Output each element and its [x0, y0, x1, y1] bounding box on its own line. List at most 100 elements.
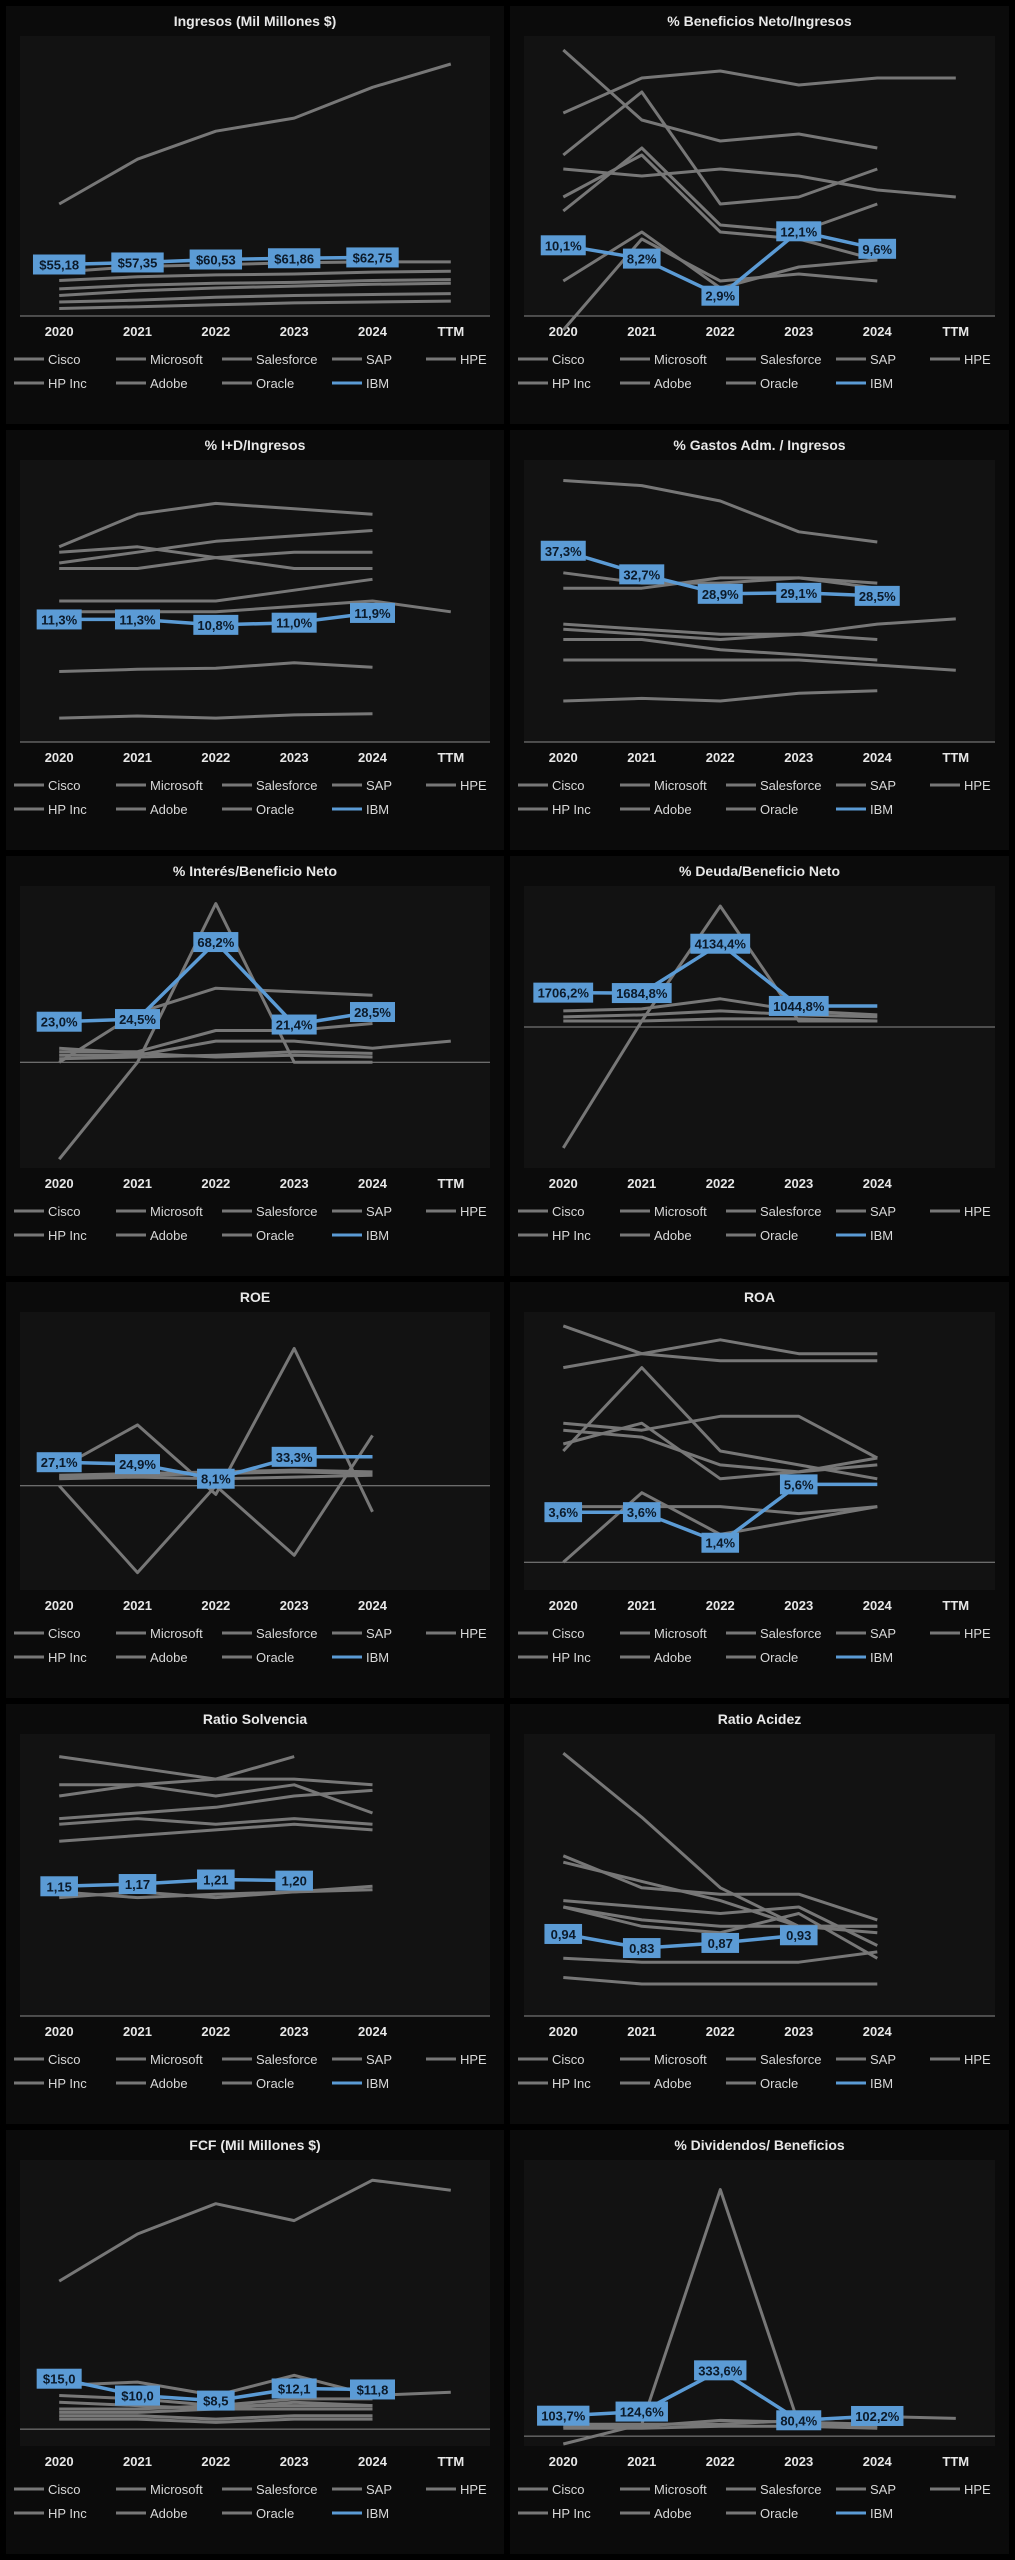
ibm-data-label: 1706,2% — [538, 986, 590, 1001]
legend-entry: HPE — [964, 2052, 991, 2067]
series-line-competitor — [58, 986, 373, 1064]
chart-svg: % Deuda/Beneficio Neto 2020 2021 2022 2023 20… — [518, 863, 995, 1243]
x-tick-label: 2021 — [627, 1176, 656, 1191]
ibm-data-label: 9,6% — [862, 242, 892, 257]
ibm-data-label: 24,9% — [119, 1457, 156, 1472]
series-line-competitor — [59, 1788, 373, 1821]
ibm-data-label: 11,0% — [276, 616, 313, 631]
ibm-data-label: 4134,4% — [695, 937, 747, 952]
ibm-data-label-box — [36, 2368, 82, 2389]
chart-panel: % I+D/Ingresos 2020 2021 2022 2023 2024 TTM 11,… — [6, 430, 504, 850]
ibm-data-label: 1684,8% — [616, 986, 668, 1001]
series-line-ibm — [59, 1877, 295, 1889]
x-tick-label: 2020 — [549, 1176, 578, 1191]
chart-panel: Ratio Solvencia 2020 2021 2022 2023 2024 1,15 1… — [6, 1704, 504, 2124]
legend-entry: Salesforce — [760, 352, 821, 367]
x-tick-label: 2021 — [123, 750, 152, 765]
legend-entry: Microsoft — [150, 1204, 203, 1219]
chart-panel: % Gastos Adm. / Ingresos 2020 2021 2022 2023… — [510, 430, 1009, 850]
legend-entry: Adobe — [654, 802, 692, 817]
legend-entry: Cisco — [552, 2482, 585, 2497]
x-tick-label: TTM — [437, 324, 464, 339]
ibm-data-label-box — [193, 614, 239, 635]
series-line-ibm — [562, 1932, 799, 1950]
series-line-competitor — [59, 1046, 373, 1059]
x-tick-label: 2022 — [706, 2454, 735, 2469]
series-line-competitor — [59, 1050, 373, 1061]
ibm-data-label: 1,4% — [705, 1536, 735, 1551]
ibm-data-label: 27,1% — [41, 1455, 78, 1470]
x-tick-label: 2020 — [45, 750, 74, 765]
ibm-data-label: 102,2% — [855, 2409, 900, 2424]
chart-svg: Ratio Acidez 2020 2021 2022 2023 2024 0,94 0,83… — [518, 1711, 995, 2091]
ibm-data-label: $15,0 — [43, 2372, 76, 2387]
ibm-data-label: 80,4% — [780, 2413, 817, 2428]
legend-entry: Microsoft — [150, 2052, 203, 2067]
series-line-competitor — [562, 237, 878, 331]
series-line-competitor — [59, 2414, 373, 2421]
x-tick-label: 2023 — [784, 324, 813, 339]
x-tick-label: 2022 — [201, 1176, 230, 1191]
ibm-data-label-box — [694, 2360, 747, 2381]
ibm-data-label: 68,2% — [197, 935, 234, 950]
x-tick-label: 2023 — [280, 324, 309, 339]
x-tick-label: 2024 — [863, 1176, 893, 1191]
ibm-data-label-box — [776, 2410, 822, 2431]
legend-entry: IBM — [366, 2076, 389, 2091]
legend-entry: HP Inc — [552, 1650, 591, 1665]
legend-entry: Adobe — [654, 1650, 692, 1665]
series-line-competitor — [58, 529, 373, 565]
legend-entry: Microsoft — [150, 2482, 203, 2497]
ibm-data-label-box — [779, 1474, 818, 1495]
x-tick-label: 2022 — [201, 324, 230, 339]
x-tick-label: TTM — [942, 2454, 969, 2469]
legend-entry: Adobe — [150, 802, 188, 817]
legend-entry: Salesforce — [256, 778, 317, 793]
ibm-data-label: 11,3% — [119, 612, 156, 627]
series-line-competitor — [562, 69, 956, 115]
legend-entry: IBM — [366, 2506, 389, 2521]
legend-entry: HP Inc — [552, 2506, 591, 2521]
x-tick-label: 2020 — [45, 324, 74, 339]
x-tick-label: 2023 — [784, 2024, 813, 2039]
ibm-data-label: 32,7% — [623, 567, 660, 582]
x-tick-label: 2024 — [863, 1598, 893, 1613]
ibm-data-label-box — [197, 1869, 235, 1890]
legend-entry: IBM — [870, 1650, 893, 1665]
series-line-competitor — [58, 62, 452, 206]
ibm-data-label-box — [36, 609, 82, 630]
chart-svg: % Gastos Adm. / Ingresos 2020 2021 2022 2023… — [518, 437, 995, 817]
ibm-data-label: 8,1% — [201, 1472, 231, 1487]
ibm-data-label: 24,5% — [119, 1012, 156, 1027]
x-tick-label: 2020 — [549, 2454, 578, 2469]
ibm-data-label-box — [350, 602, 395, 623]
ibm-data-label: 28,5% — [859, 589, 896, 604]
legend-entry: Salesforce — [760, 2052, 821, 2067]
legend-entry: Microsoft — [150, 778, 203, 793]
x-tick-label: TTM — [942, 324, 969, 339]
ibm-data-label-box — [271, 612, 317, 633]
series-line-competitor — [562, 2188, 878, 2446]
ibm-data-label: 10,8% — [197, 618, 234, 633]
x-tick-label: 2024 — [358, 1598, 388, 1613]
x-tick-label: 2021 — [123, 1176, 152, 1191]
legend-entry: HP Inc — [552, 2076, 591, 2091]
chart-title: ROE — [240, 1289, 270, 1305]
ibm-data-label: 2,9% — [705, 289, 735, 304]
ibm-data-label: $60,53 — [196, 253, 236, 268]
ibm-data-label: 37,3% — [545, 544, 582, 559]
ibm-data-label-box — [346, 247, 399, 268]
ibm-data-label-box — [540, 235, 586, 256]
legend-entry: IBM — [870, 1228, 893, 1243]
chart-title: % Beneficios Neto/Ingresos — [667, 13, 852, 29]
series-line-competitor — [59, 1817, 373, 1826]
ibm-data-label: $57,35 — [118, 255, 158, 270]
legend-entry: HPE — [964, 778, 991, 793]
ibm-data-label: 1,20 — [282, 1874, 307, 1889]
chart-svg: % Interés/Beneficio Neto 2020 2021 2022 2023… — [14, 863, 490, 1243]
legend-entry: HP Inc — [552, 376, 591, 391]
ibm-data-label-box — [275, 1870, 313, 1891]
series-line-competitor — [563, 571, 878, 590]
ibm-data-label-box — [701, 1532, 740, 1553]
